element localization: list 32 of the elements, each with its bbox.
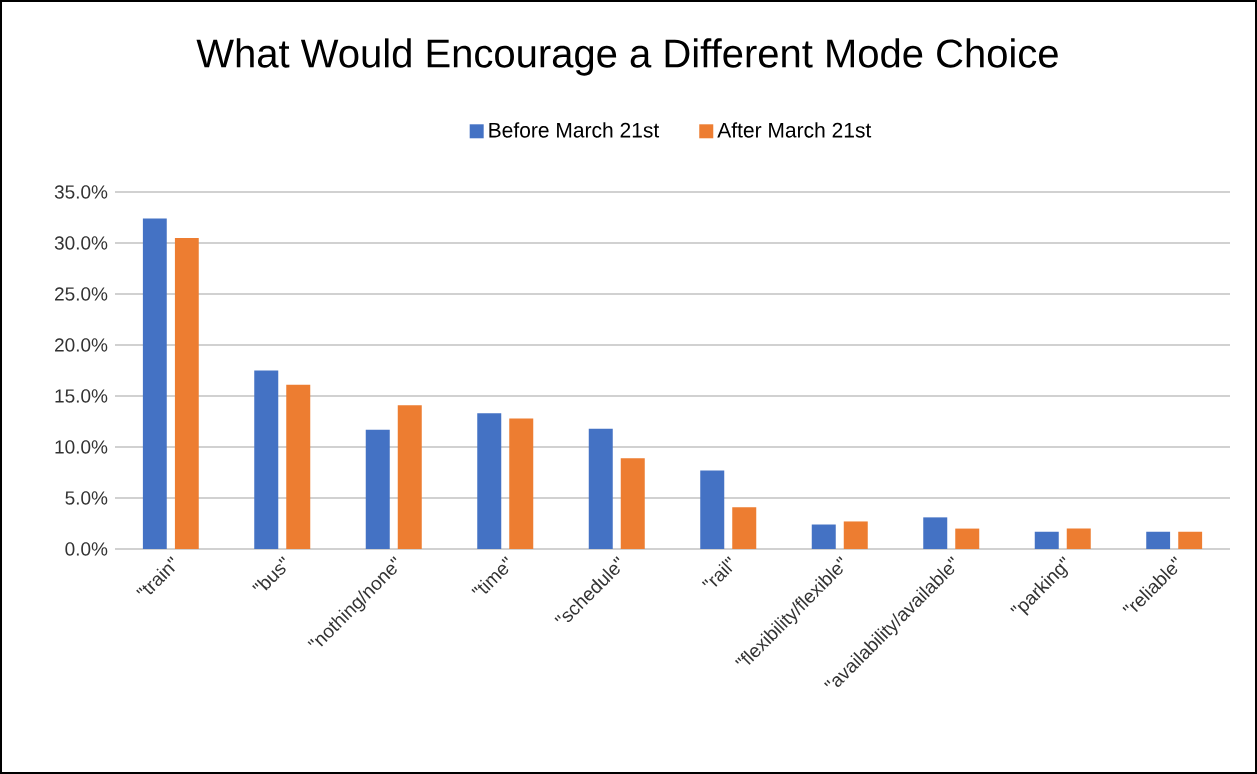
bar <box>732 507 757 549</box>
bar <box>509 418 534 549</box>
bar <box>286 384 311 549</box>
y-tick-label: 10.0% <box>55 440 108 454</box>
y-tick-label: 0.0% <box>65 542 108 556</box>
bar <box>1178 531 1203 549</box>
bar <box>955 528 980 549</box>
bar <box>843 521 868 549</box>
bar <box>700 470 725 549</box>
y-tick-label: 30.0% <box>54 236 108 250</box>
bar <box>477 413 502 549</box>
bar <box>1146 531 1171 549</box>
x-tick-label: "rail" <box>701 556 733 587</box>
y-tick-label: 35.0% <box>54 185 108 199</box>
bar <box>620 458 645 549</box>
bar <box>1034 531 1059 549</box>
bar <box>365 429 390 549</box>
y-tick-label: 25.0% <box>55 287 108 301</box>
legend-label: Before March 21st <box>489 122 660 138</box>
bar <box>254 370 279 549</box>
legend-label: After March 21st <box>717 122 872 138</box>
y-tick-label: 5.0% <box>65 491 108 505</box>
bar <box>1066 528 1091 549</box>
bar <box>811 524 836 549</box>
bar <box>588 428 613 549</box>
y-tick-label: 20.0% <box>55 338 108 352</box>
chart-title: What Would Encourage a Different Mode Choice <box>196 38 1058 76</box>
bar <box>142 218 167 549</box>
bar <box>174 237 199 549</box>
bar <box>923 517 948 549</box>
y-tick-label: 15.0% <box>55 389 108 403</box>
bar <box>397 405 422 549</box>
